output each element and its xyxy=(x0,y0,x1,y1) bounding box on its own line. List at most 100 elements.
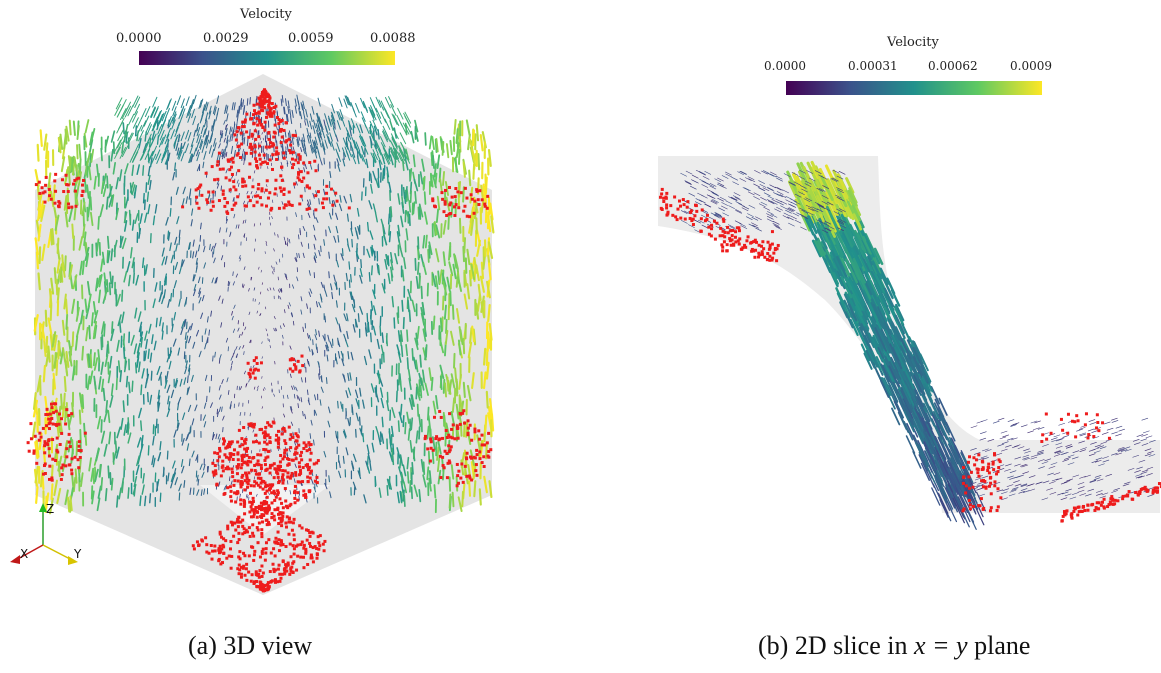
velocity-arrow xyxy=(458,394,464,411)
particle-marker xyxy=(301,480,305,484)
velocity-arrow xyxy=(190,374,194,382)
velocity-arrow xyxy=(402,122,410,135)
velocity-arrow xyxy=(319,293,323,300)
particle-marker xyxy=(218,550,222,554)
velocity-arrow xyxy=(912,450,922,469)
velocity-arrow xyxy=(157,452,162,462)
velocity-arrow xyxy=(170,479,174,489)
velocity-arrow xyxy=(451,304,455,320)
velocity-arrow xyxy=(199,98,204,108)
particle-marker xyxy=(300,179,304,183)
particle-marker xyxy=(308,186,312,190)
particle-marker xyxy=(482,455,486,459)
velocity-arrow xyxy=(382,129,389,141)
velocity-arrow xyxy=(34,237,39,256)
velocity-arrow xyxy=(152,96,158,108)
velocity-arrow xyxy=(326,134,330,144)
particle-marker xyxy=(230,440,234,444)
particle-marker xyxy=(250,424,254,428)
velocity-arrow xyxy=(451,491,455,508)
velocity-arrow xyxy=(946,460,959,485)
velocity-arrow xyxy=(280,98,283,107)
particle-marker xyxy=(230,172,234,176)
particle-marker xyxy=(204,536,208,540)
velocity-arrow xyxy=(945,421,956,442)
particle-marker xyxy=(239,502,243,506)
velocity-arrow xyxy=(33,314,39,332)
velocity-arrow xyxy=(252,195,254,199)
velocity-arrow xyxy=(65,313,69,330)
particle-marker xyxy=(466,431,470,435)
particle-marker xyxy=(77,466,81,470)
particle-marker xyxy=(483,204,487,208)
particle-marker xyxy=(291,521,295,525)
velocity-arrow xyxy=(252,365,255,369)
particle-marker xyxy=(268,488,272,492)
velocity-arrow xyxy=(59,266,63,283)
particle-marker xyxy=(70,457,74,461)
particle-marker xyxy=(287,137,291,141)
velocity-arrow xyxy=(118,320,122,333)
velocity-arrow xyxy=(84,298,88,314)
velocity-arrow xyxy=(121,107,129,119)
velocity-arrow xyxy=(123,424,127,436)
particle-marker xyxy=(249,515,253,519)
velocity-arrow xyxy=(879,267,889,286)
velocity-arrow xyxy=(442,378,446,394)
particle-marker xyxy=(236,126,240,130)
velocity-arrow xyxy=(150,106,156,118)
x-axis-arrow-icon xyxy=(10,555,20,564)
velocity-arrow xyxy=(111,194,115,207)
velocity-arrow xyxy=(166,127,172,139)
velocity-arrow xyxy=(91,490,95,505)
velocity-arrow xyxy=(120,417,124,430)
velocity-arrow xyxy=(254,298,256,302)
velocity-arrow xyxy=(174,162,177,171)
particle-marker xyxy=(302,161,306,165)
velocity-arrow xyxy=(239,257,242,262)
velocity-arrow xyxy=(485,361,490,380)
particle-marker xyxy=(232,185,236,189)
particle-marker xyxy=(258,118,262,122)
velocity-arrow xyxy=(204,374,208,382)
velocity-arrow xyxy=(318,198,320,205)
velocity-arrow xyxy=(250,277,253,281)
particle-marker xyxy=(251,515,255,519)
velocity-arrow xyxy=(138,361,141,373)
particle-marker xyxy=(54,172,58,176)
particle-marker xyxy=(469,193,473,197)
velocity-arrow xyxy=(351,149,356,158)
velocity-arrow xyxy=(321,141,326,151)
velocity-arrow xyxy=(97,485,102,499)
particle-marker xyxy=(283,487,287,491)
velocity-arrow xyxy=(390,206,393,218)
velocity-arrow xyxy=(328,271,330,279)
velocity-arrow xyxy=(938,397,948,416)
particle-marker xyxy=(261,520,265,524)
velocity-arrow xyxy=(393,317,396,329)
particle-marker xyxy=(465,196,469,200)
velocity-arrow xyxy=(350,351,354,361)
velocity-arrow xyxy=(256,310,259,314)
velocity-arrow xyxy=(371,109,377,121)
velocity-arrow xyxy=(397,193,401,205)
velocity-arrow xyxy=(918,454,928,473)
velocity-arrow xyxy=(126,132,133,145)
velocity-arrow xyxy=(92,470,95,485)
velocity-arrow xyxy=(53,479,58,497)
legend-tick-b-2: 0.00062 xyxy=(928,59,978,73)
particle-marker xyxy=(251,496,255,500)
particle-marker xyxy=(231,458,235,462)
velocity-arrow xyxy=(418,372,423,386)
velocity-arrow xyxy=(271,215,273,220)
velocity-arrow xyxy=(870,270,882,293)
velocity-arrow xyxy=(214,278,217,284)
particle-marker xyxy=(292,552,296,556)
velocity-arrow xyxy=(400,345,404,358)
particle-marker xyxy=(275,540,279,544)
particle-marker xyxy=(280,475,284,479)
particle-marker xyxy=(269,208,273,212)
velocity-arrow xyxy=(373,125,378,136)
particle-marker xyxy=(298,178,302,182)
velocity-arrow xyxy=(360,145,365,155)
